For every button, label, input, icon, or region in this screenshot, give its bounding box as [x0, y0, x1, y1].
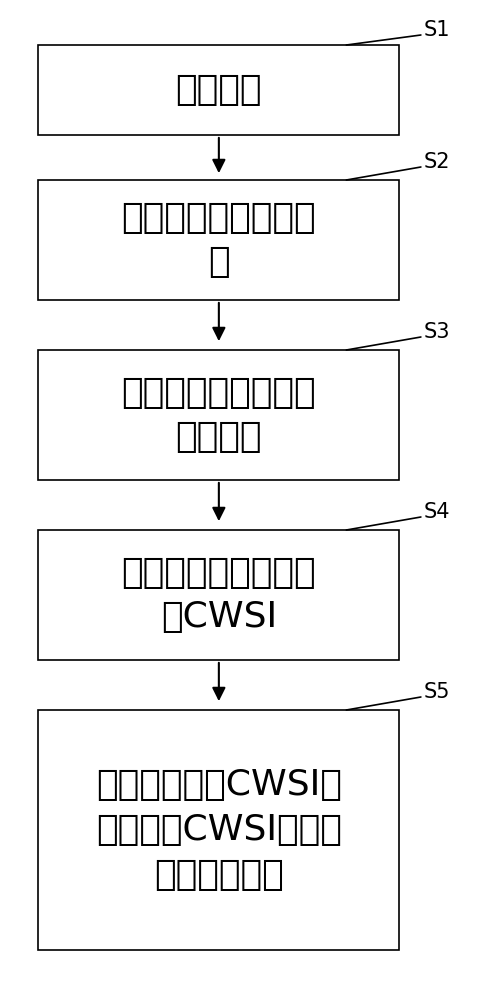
Bar	[38, 710, 398, 950]
Text: S1: S1	[422, 20, 449, 40]
Text: 计算根区加权平均土
壤含水量: 计算根区加权平均土 壤含水量	[121, 376, 315, 454]
Bar	[38, 180, 398, 300]
Bar	[38, 45, 398, 135]
Text: S4: S4	[422, 502, 449, 522]
Text: S5: S5	[422, 682, 449, 702]
Bar	[38, 350, 398, 480]
Bar	[38, 530, 398, 660]
Text: 设置参数: 设置参数	[175, 73, 262, 107]
Text: S2: S2	[422, 152, 449, 172]
Text: 当计算得到的CWSI大
于预定的CWSI临界值
时，开始灌水: 当计算得到的CWSI大 于预定的CWSI临界值 时，开始灌水	[96, 768, 341, 892]
Text: S3: S3	[422, 322, 449, 342]
Text: 计算作物水分胁迫指
数CWSI: 计算作物水分胁迫指 数CWSI	[121, 556, 315, 634]
Text: 测量每层土壤的含水
量: 测量每层土壤的含水 量	[121, 201, 315, 279]
